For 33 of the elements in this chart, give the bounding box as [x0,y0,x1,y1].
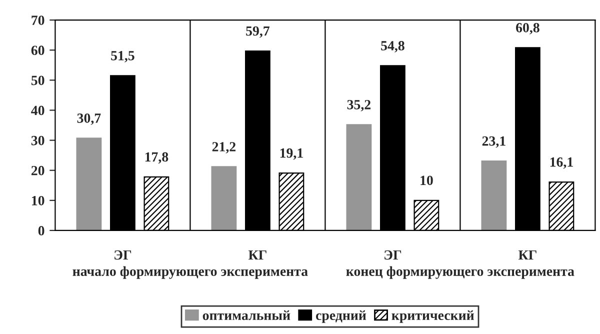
y-tick-label: 40 [31,106,44,116]
legend-label: средний [316,310,366,323]
legend-label: критический [392,310,474,323]
bar [76,138,102,230]
data-label: 51,5 [111,51,134,62]
y-tick-label: 20 [31,166,44,176]
data-label: 21,2 [212,142,236,154]
data-label: 54,8 [381,41,404,52]
y-tick-label: 30 [31,136,44,146]
bar [346,124,372,230]
data-label: 17,8 [145,152,168,164]
data-label: 23,1 [482,136,506,148]
data-label: 10 [420,176,433,186]
bar [481,160,507,230]
x-tick-label: ЭГ [114,250,132,260]
data-label: 16,1 [550,157,573,169]
legend-label: оптимальный [202,310,290,320]
data-label: 59,7 [246,26,270,38]
x-tick-label: КГ [518,250,536,260]
data-label: 60,8 [516,23,540,34]
y-tick-label: 0 [38,226,44,236]
bar [211,166,237,230]
data-label: 19,1 [280,148,303,160]
data-label: 30,7 [77,113,101,125]
y-tick-label: 60 [31,46,44,56]
text: начало формирующего эксперимента [72,266,308,279]
data-label: 35,2 [347,100,371,112]
y-tick-label: 50 [31,76,44,86]
y-tick-label: 70 [32,16,44,25]
y-tick-label: 10 [32,196,44,206]
x-tick-label: КГ [248,250,266,260]
text: конец формирующего эксперимента [346,266,574,279]
x-tick-label: ЭГ [384,250,402,260]
